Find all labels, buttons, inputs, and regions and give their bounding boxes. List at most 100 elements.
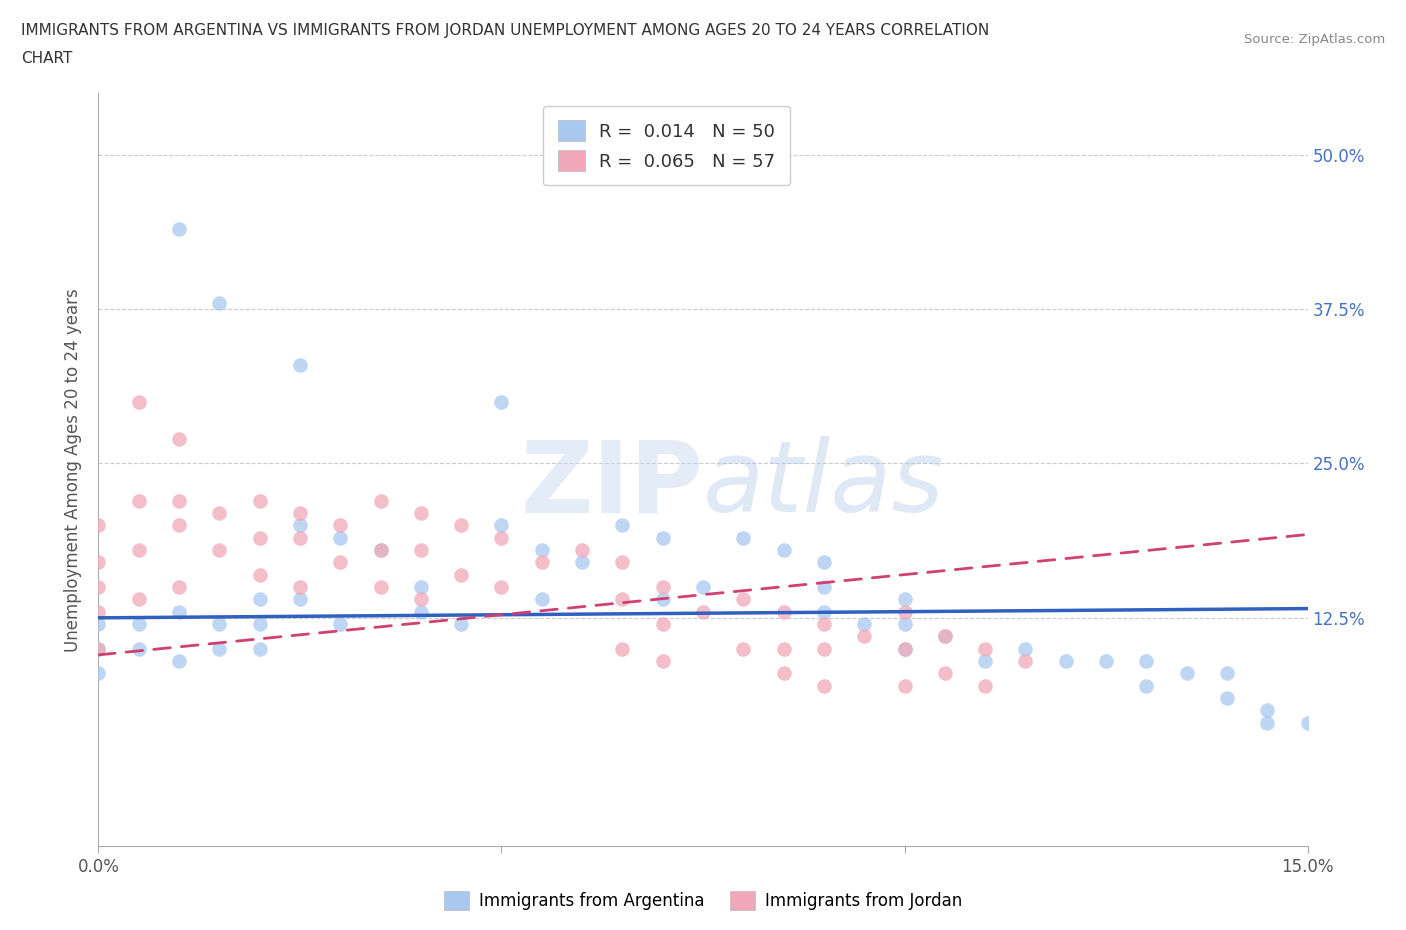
Point — [208, 617, 231, 631]
Legend: R =  0.014   N = 50, R =  0.065   N = 57: R = 0.014 N = 50, R = 0.065 N = 57 — [544, 106, 790, 185]
Point — [1256, 703, 1278, 718]
Point — [893, 617, 915, 631]
Point — [1014, 642, 1036, 657]
Point — [1135, 654, 1157, 669]
Point — [813, 678, 835, 693]
Point — [329, 555, 352, 570]
Point — [450, 617, 472, 631]
Point — [733, 642, 755, 657]
Point — [87, 604, 110, 619]
Text: CHART: CHART — [21, 51, 73, 66]
Point — [772, 604, 794, 619]
Point — [167, 432, 190, 446]
Point — [1256, 715, 1278, 730]
Point — [530, 555, 553, 570]
Point — [1095, 654, 1118, 669]
Point — [87, 579, 110, 594]
Point — [893, 678, 915, 693]
Point — [893, 591, 915, 606]
Point — [409, 604, 432, 619]
Text: IMMIGRANTS FROM ARGENTINA VS IMMIGRANTS FROM JORDAN UNEMPLOYMENT AMONG AGES 20 T: IMMIGRANTS FROM ARGENTINA VS IMMIGRANTS … — [21, 23, 990, 38]
Point — [208, 296, 231, 311]
Point — [772, 642, 794, 657]
Point — [409, 591, 432, 606]
Point — [370, 579, 392, 594]
Point — [167, 518, 190, 533]
Point — [651, 617, 673, 631]
Point — [288, 518, 311, 533]
Point — [491, 579, 513, 594]
Point — [612, 518, 634, 533]
Point — [1216, 691, 1239, 706]
Point — [612, 591, 634, 606]
Point — [208, 505, 231, 520]
Point — [370, 542, 392, 557]
Point — [329, 530, 352, 545]
Point — [733, 591, 755, 606]
Point — [813, 579, 835, 594]
Point — [167, 579, 190, 594]
Point — [288, 357, 311, 372]
Point — [208, 642, 231, 657]
Point — [288, 591, 311, 606]
Point — [87, 642, 110, 657]
Point — [1175, 666, 1198, 681]
Point — [651, 591, 673, 606]
Point — [1014, 654, 1036, 669]
Point — [491, 530, 513, 545]
Point — [772, 542, 794, 557]
Point — [329, 518, 352, 533]
Point — [87, 518, 110, 533]
Legend: Immigrants from Argentina, Immigrants from Jordan: Immigrants from Argentina, Immigrants fr… — [437, 884, 969, 917]
Point — [409, 505, 432, 520]
Point — [329, 617, 352, 631]
Text: Source: ZipAtlas.com: Source: ZipAtlas.com — [1244, 33, 1385, 46]
Point — [893, 604, 915, 619]
Point — [249, 642, 271, 657]
Y-axis label: Unemployment Among Ages 20 to 24 years: Unemployment Among Ages 20 to 24 years — [65, 287, 83, 652]
Point — [1054, 654, 1077, 669]
Point — [813, 617, 835, 631]
Point — [249, 567, 271, 582]
Point — [128, 617, 150, 631]
Point — [934, 629, 956, 644]
Point — [288, 579, 311, 594]
Point — [249, 493, 271, 508]
Point — [249, 530, 271, 545]
Point — [128, 394, 150, 409]
Point — [772, 666, 794, 681]
Point — [813, 555, 835, 570]
Point — [167, 604, 190, 619]
Point — [128, 493, 150, 508]
Point — [128, 542, 150, 557]
Point — [450, 518, 472, 533]
Point — [128, 591, 150, 606]
Point — [370, 493, 392, 508]
Point — [167, 221, 190, 236]
Point — [450, 567, 472, 582]
Point — [1135, 678, 1157, 693]
Point — [934, 629, 956, 644]
Point — [1296, 715, 1319, 730]
Point — [87, 642, 110, 657]
Point — [612, 555, 634, 570]
Point — [893, 642, 915, 657]
Point — [853, 629, 876, 644]
Point — [813, 604, 835, 619]
Point — [530, 542, 553, 557]
Point — [692, 579, 714, 594]
Point — [409, 542, 432, 557]
Point — [853, 617, 876, 631]
Point — [87, 617, 110, 631]
Point — [733, 530, 755, 545]
Point — [208, 542, 231, 557]
Point — [974, 678, 997, 693]
Point — [651, 530, 673, 545]
Point — [370, 542, 392, 557]
Point — [974, 654, 997, 669]
Point — [813, 642, 835, 657]
Point — [612, 642, 634, 657]
Point — [288, 530, 311, 545]
Point — [167, 654, 190, 669]
Point — [491, 518, 513, 533]
